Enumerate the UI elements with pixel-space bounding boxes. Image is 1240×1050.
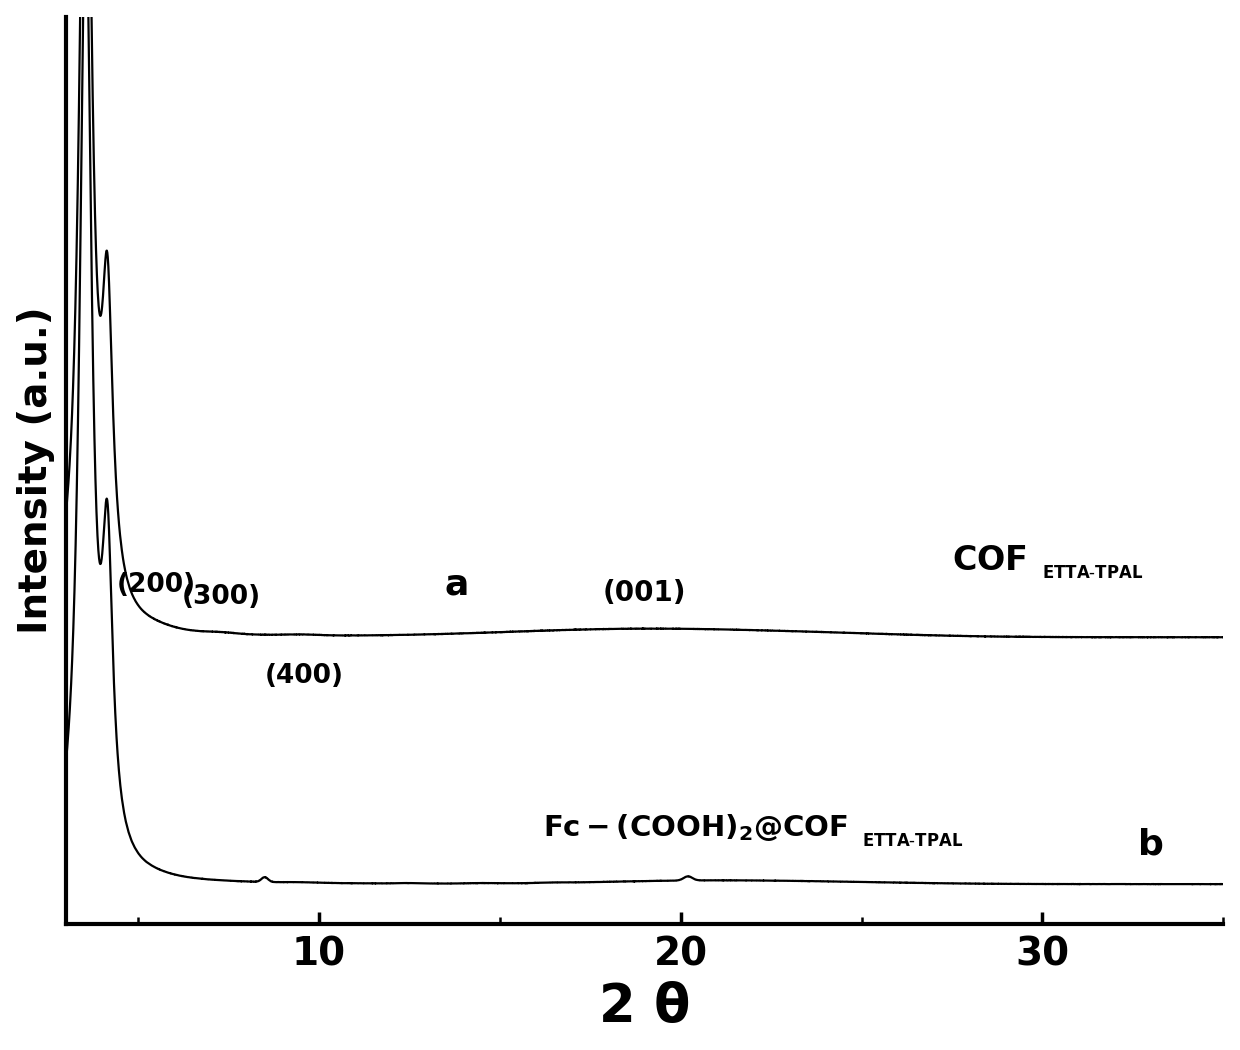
X-axis label: 2 θ: 2 θ <box>599 982 691 1033</box>
Text: (400): (400) <box>265 663 343 689</box>
Text: $\mathbf{_{ETTA\text{-}TPAL}}$: $\mathbf{_{ETTA\text{-}TPAL}}$ <box>1043 558 1143 582</box>
Y-axis label: Intensity (a.u.): Intensity (a.u.) <box>16 307 55 634</box>
Text: $\mathbf{Fc-(COOH)_2@COF}$: $\mathbf{Fc-(COOH)_2@COF}$ <box>543 813 848 843</box>
Text: b: b <box>1138 827 1164 862</box>
Text: $\mathbf{COF}$: $\mathbf{COF}$ <box>952 544 1027 576</box>
Text: $\mathbf{_{ETTA\text{-}TPAL}}$: $\mathbf{_{ETTA\text{-}TPAL}}$ <box>862 825 962 849</box>
Text: (001): (001) <box>603 579 686 607</box>
Text: (300): (300) <box>182 585 260 610</box>
Text: a: a <box>444 567 469 601</box>
Text: (200): (200) <box>117 572 196 598</box>
